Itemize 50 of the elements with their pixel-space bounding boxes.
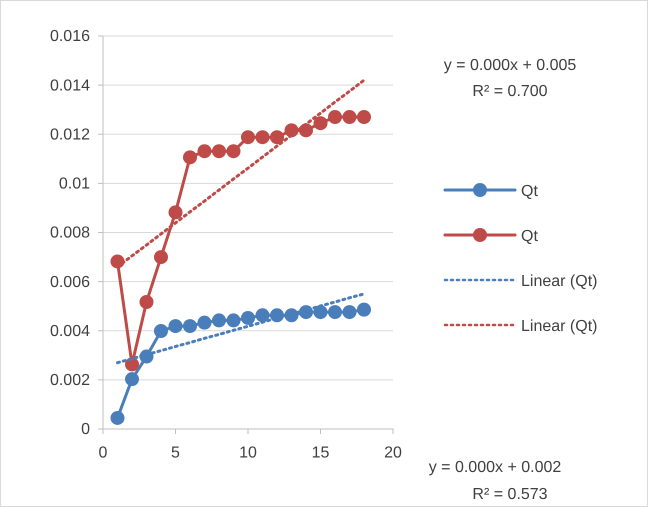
x-tick-label: 5	[171, 444, 180, 462]
point	[256, 308, 270, 322]
point	[183, 150, 197, 164]
point	[168, 205, 182, 220]
point	[226, 144, 240, 158]
point	[241, 130, 255, 144]
point	[314, 116, 328, 130]
point	[256, 130, 270, 144]
point	[110, 410, 124, 425]
y-tick-label: 0.014	[50, 77, 90, 94]
point	[212, 144, 226, 158]
legend-label: Qt	[521, 228, 538, 245]
x-tick-label: 15	[312, 444, 330, 462]
point	[241, 310, 255, 325]
point	[140, 295, 154, 310]
point	[270, 130, 284, 144]
point	[125, 372, 139, 386]
y-tick-label: 0.002	[50, 372, 90, 389]
point	[168, 319, 182, 334]
y-tick-label: 0.016	[50, 28, 90, 46]
legend-label: Linear (Qt)	[521, 318, 598, 335]
text: R² = 0.573	[472, 486, 548, 503]
point	[154, 324, 168, 338]
legend-label: Qt	[521, 183, 538, 200]
text: y = 0.000x + 0.002	[428, 459, 562, 476]
point	[357, 110, 371, 124]
point	[314, 305, 328, 320]
point	[328, 110, 342, 124]
text: R² = 0.700	[472, 83, 548, 100]
point	[198, 144, 212, 158]
x-tick-label: 10	[239, 444, 257, 462]
point	[226, 313, 240, 328]
y-tick-label: 0	[81, 421, 90, 438]
point	[212, 313, 226, 328]
y-tick-label: 0.008	[50, 224, 90, 242]
point	[198, 316, 212, 330]
point	[328, 305, 342, 320]
point	[183, 319, 197, 334]
point	[342, 110, 356, 124]
point	[154, 250, 168, 264]
text: y = 0.000x + 0.005	[444, 57, 576, 74]
y-tick-label: 0.012	[50, 126, 90, 144]
x-tick-label: 0	[98, 444, 108, 462]
point	[357, 302, 371, 317]
x-tick-label: 20	[384, 444, 402, 462]
legend-label: Linear (Qt)	[521, 273, 598, 290]
point	[342, 305, 356, 320]
y-tick-label: 0.01	[58, 175, 90, 192]
y-tick-label: 0.006	[50, 274, 90, 291]
y-tick-label: 0.004	[50, 322, 90, 340]
